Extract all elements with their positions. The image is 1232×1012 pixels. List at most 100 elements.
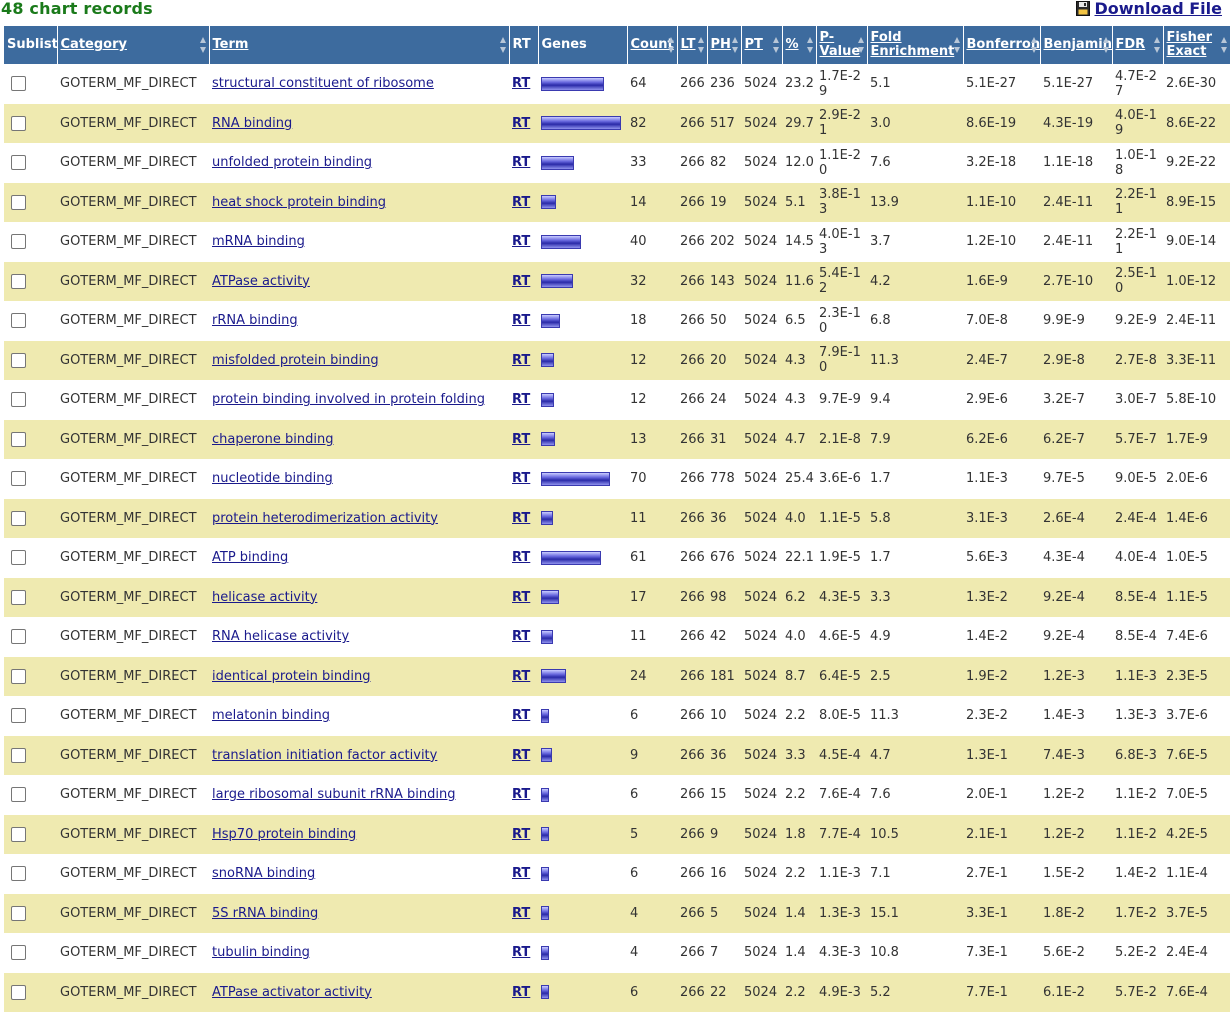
genes-bar[interactable] bbox=[541, 630, 553, 644]
sublist-checkbox[interactable] bbox=[11, 313, 26, 328]
term-link[interactable]: RNA helicase activity bbox=[212, 629, 349, 644]
genes-bar[interactable] bbox=[541, 985, 549, 999]
rt-link[interactable]: RT bbox=[512, 511, 530, 526]
sort-arrows-icon[interactable] bbox=[807, 37, 814, 53]
rt-link[interactable]: RT bbox=[512, 629, 530, 644]
col-count[interactable]: Count bbox=[627, 26, 677, 64]
sublist-checkbox[interactable] bbox=[11, 669, 26, 684]
sort-arrows-icon[interactable] bbox=[500, 37, 507, 53]
genes-bar[interactable] bbox=[541, 551, 601, 565]
sublist-checkbox[interactable] bbox=[11, 392, 26, 407]
genes-bar[interactable] bbox=[541, 867, 549, 881]
rt-link[interactable]: RT bbox=[512, 76, 530, 91]
term-link[interactable]: Hsp70 protein binding bbox=[212, 827, 356, 842]
rt-link[interactable]: RT bbox=[512, 827, 530, 842]
col-lt[interactable]: LT bbox=[677, 26, 707, 64]
col-category[interactable]: Category bbox=[57, 26, 209, 64]
rt-link[interactable]: RT bbox=[512, 353, 530, 368]
sublist-checkbox[interactable] bbox=[11, 511, 26, 526]
sort-arrows-icon[interactable] bbox=[773, 37, 780, 53]
sublist-checkbox[interactable] bbox=[11, 155, 26, 170]
genes-bar[interactable] bbox=[541, 946, 549, 960]
genes-bar[interactable] bbox=[541, 827, 549, 841]
genes-bar[interactable] bbox=[541, 748, 552, 762]
sublist-checkbox[interactable] bbox=[11, 787, 26, 802]
sort-arrows-icon[interactable] bbox=[1221, 37, 1228, 53]
genes-bar[interactable] bbox=[541, 274, 573, 288]
term-link[interactable]: rRNA binding bbox=[212, 313, 298, 328]
term-link[interactable]: misfolded protein binding bbox=[212, 353, 379, 368]
rt-link[interactable]: RT bbox=[512, 985, 530, 1000]
genes-bar[interactable] bbox=[541, 788, 549, 802]
term-link[interactable]: helicase activity bbox=[212, 590, 317, 605]
term-link[interactable]: snoRNA binding bbox=[212, 866, 315, 881]
col-term[interactable]: Term bbox=[209, 26, 509, 64]
term-link[interactable]: large ribosomal subunit rRNA binding bbox=[212, 787, 456, 802]
rt-link[interactable]: RT bbox=[512, 906, 530, 921]
term-link[interactable]: structural constituent of ribosome bbox=[212, 76, 434, 91]
term-link[interactable]: mRNA binding bbox=[212, 234, 305, 249]
sort-arrows-icon[interactable] bbox=[200, 37, 207, 53]
sublist-checkbox[interactable] bbox=[11, 234, 26, 249]
sublist-checkbox[interactable] bbox=[11, 116, 26, 131]
col-fisher-exact[interactable]: Fisher Exact bbox=[1163, 26, 1230, 64]
genes-bar[interactable] bbox=[541, 669, 566, 683]
sort-arrows-icon[interactable] bbox=[698, 37, 705, 53]
rt-link[interactable]: RT bbox=[512, 155, 530, 170]
term-link[interactable]: nucleotide binding bbox=[212, 471, 333, 486]
term-link[interactable]: chaperone binding bbox=[212, 432, 333, 447]
sublist-checkbox[interactable] bbox=[11, 590, 26, 605]
genes-bar[interactable] bbox=[541, 235, 581, 249]
sort-arrows-icon[interactable] bbox=[1154, 37, 1161, 53]
col-ph[interactable]: PH bbox=[707, 26, 741, 64]
sublist-checkbox[interactable] bbox=[11, 432, 26, 447]
sort-arrows-icon[interactable] bbox=[1031, 37, 1038, 53]
term-link[interactable]: melatonin binding bbox=[212, 708, 330, 723]
genes-bar[interactable] bbox=[541, 77, 604, 91]
sort-arrows-icon[interactable] bbox=[668, 37, 675, 53]
sublist-checkbox[interactable] bbox=[11, 550, 26, 565]
sort-arrows-icon[interactable] bbox=[858, 37, 865, 53]
rt-link[interactable]: RT bbox=[512, 313, 530, 328]
download-file-link[interactable]: Download File bbox=[1076, 0, 1223, 18]
term-link[interactable]: ATPase activity bbox=[212, 274, 310, 289]
sublist-checkbox[interactable] bbox=[11, 748, 26, 763]
term-link[interactable]: identical protein binding bbox=[212, 669, 370, 684]
genes-bar[interactable] bbox=[541, 472, 610, 486]
col-fdr[interactable]: FDR bbox=[1112, 26, 1163, 64]
rt-link[interactable]: RT bbox=[512, 748, 530, 763]
genes-bar[interactable] bbox=[541, 116, 621, 130]
term-link[interactable]: protein binding involved in protein fold… bbox=[212, 392, 485, 407]
rt-link[interactable]: RT bbox=[512, 590, 530, 605]
sublist-checkbox[interactable] bbox=[11, 353, 26, 368]
col-bonferroni[interactable]: Bonferroni bbox=[963, 26, 1040, 64]
rt-link[interactable]: RT bbox=[512, 866, 530, 881]
term-link[interactable]: unfolded protein binding bbox=[212, 155, 372, 170]
genes-bar[interactable] bbox=[541, 393, 554, 407]
term-link[interactable]: ATP binding bbox=[212, 550, 288, 565]
sublist-checkbox[interactable] bbox=[11, 629, 26, 644]
col-percent[interactable]: % bbox=[782, 26, 816, 64]
rt-link[interactable]: RT bbox=[512, 392, 530, 407]
rt-link[interactable]: RT bbox=[512, 195, 530, 210]
rt-link[interactable]: RT bbox=[512, 274, 530, 289]
term-link[interactable]: 5S rRNA binding bbox=[212, 906, 318, 921]
sublist-checkbox[interactable] bbox=[11, 708, 26, 723]
sublist-checkbox[interactable] bbox=[11, 471, 26, 486]
sublist-checkbox[interactable] bbox=[11, 866, 26, 881]
sublist-checkbox[interactable] bbox=[11, 906, 26, 921]
col-pvalue[interactable]: P-Value bbox=[816, 26, 867, 64]
genes-bar[interactable] bbox=[541, 906, 549, 920]
rt-link[interactable]: RT bbox=[512, 708, 530, 723]
col-fold-enrichment[interactable]: Fold Enrichment bbox=[867, 26, 963, 64]
sort-arrows-icon[interactable] bbox=[732, 37, 739, 53]
genes-bar[interactable] bbox=[541, 195, 556, 209]
term-link[interactable]: RNA binding bbox=[212, 116, 292, 131]
rt-link[interactable]: RT bbox=[512, 945, 530, 960]
term-link[interactable]: tubulin binding bbox=[212, 945, 310, 960]
genes-bar[interactable] bbox=[541, 353, 554, 367]
rt-link[interactable]: RT bbox=[512, 787, 530, 802]
genes-bar[interactable] bbox=[541, 432, 555, 446]
sort-arrows-icon[interactable] bbox=[1103, 37, 1110, 53]
term-link[interactable]: translation initiation factor activity bbox=[212, 748, 437, 763]
